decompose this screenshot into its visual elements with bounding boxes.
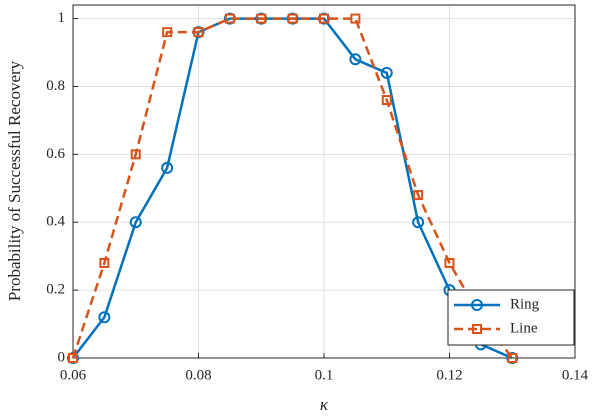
marker bbox=[380, 66, 393, 79]
marker bbox=[99, 257, 110, 268]
marker bbox=[224, 13, 235, 24]
marker bbox=[472, 324, 482, 334]
y-tick-label: 0.4 bbox=[46, 214, 65, 230]
x-axis-label: κ bbox=[320, 395, 329, 414]
marker bbox=[412, 216, 425, 229]
y-tick-label: 1 bbox=[58, 10, 66, 26]
x-tick-label: 0.12 bbox=[436, 367, 462, 383]
marker bbox=[319, 13, 329, 24]
marker bbox=[413, 190, 424, 201]
legend-label: Line bbox=[510, 320, 538, 336]
marker bbox=[162, 27, 173, 38]
marker bbox=[287, 13, 298, 24]
series-line bbox=[71, 17, 514, 359]
y-tick-label: 0.8 bbox=[46, 78, 65, 94]
x-tick-label: 0.14 bbox=[562, 367, 589, 383]
marker bbox=[256, 13, 267, 24]
y-tick-label: 0.2 bbox=[46, 282, 65, 298]
marker bbox=[507, 353, 518, 363]
marker bbox=[68, 353, 78, 363]
marker bbox=[349, 53, 362, 66]
marker bbox=[471, 299, 483, 311]
x-tick-label: 0.08 bbox=[185, 367, 211, 383]
marker bbox=[444, 257, 455, 268]
marker bbox=[193, 27, 204, 38]
legend-box bbox=[447, 289, 575, 346]
y-axis-label: Probability of Successful Recovery bbox=[5, 60, 24, 301]
legend: Ring Line bbox=[447, 289, 575, 346]
marker bbox=[130, 149, 141, 160]
legend-label: Ring bbox=[510, 296, 540, 312]
x-tick-label: 0.1 bbox=[315, 367, 334, 383]
x-tick-label: 0.06 bbox=[60, 367, 87, 383]
marker bbox=[350, 13, 361, 24]
marker bbox=[161, 161, 174, 174]
y-tick-label: 0.6 bbox=[46, 146, 65, 162]
marker bbox=[129, 216, 142, 229]
marker bbox=[381, 95, 392, 106]
axes-box bbox=[72, 4, 576, 359]
y-tick-label: 0 bbox=[58, 349, 66, 365]
marker bbox=[98, 311, 111, 324]
